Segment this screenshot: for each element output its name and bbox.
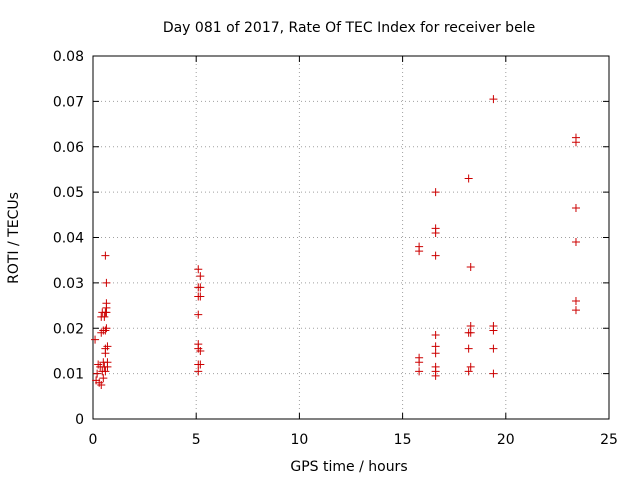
x-tick-label: 15	[394, 432, 412, 448]
grid-lines	[93, 56, 609, 419]
data-point	[571, 306, 580, 315]
data-point	[464, 174, 473, 183]
plot-frame	[92, 55, 610, 420]
data-point	[196, 346, 205, 355]
data-point	[571, 138, 580, 147]
data-point	[91, 335, 100, 344]
data-point	[99, 374, 108, 383]
y-tick-label: 0.06	[53, 140, 84, 156]
data-point	[196, 292, 205, 301]
data-point	[101, 367, 110, 376]
data-point	[466, 328, 475, 337]
data-point	[97, 328, 106, 337]
data-point	[431, 228, 440, 237]
data-point	[103, 342, 112, 351]
data-point	[101, 251, 110, 260]
x-axis-label: GPS time / hours	[290, 459, 407, 475]
x-tick-label: 20	[497, 432, 515, 448]
data-point	[571, 297, 580, 306]
x-tick-label: 10	[290, 432, 308, 448]
y-axis-label: ROTI / TECUs	[6, 192, 22, 284]
data-point	[489, 95, 498, 104]
y-tick-label: 0	[75, 412, 84, 428]
data-point	[431, 371, 440, 380]
y-tick-label: 0.01	[53, 367, 84, 383]
y-tick-label: 0.07	[53, 94, 84, 110]
data-point	[415, 247, 424, 256]
y-tick-label: 0.08	[53, 49, 84, 65]
data-point	[196, 283, 205, 292]
data-point	[102, 324, 111, 333]
data-point	[489, 326, 498, 335]
y-tick-label: 0.04	[53, 231, 84, 247]
x-tick-label: 25	[600, 432, 618, 448]
data-point	[466, 262, 475, 271]
data-point	[194, 310, 203, 319]
data-point	[571, 238, 580, 247]
data-point	[431, 349, 440, 358]
data-point	[196, 360, 205, 369]
data-point	[466, 362, 475, 371]
data-point	[431, 188, 440, 197]
data-point	[194, 344, 203, 353]
data-point	[102, 308, 111, 317]
x-tick-label: 0	[89, 432, 98, 448]
data-point	[93, 369, 102, 378]
data-point	[101, 326, 110, 335]
data-point	[103, 362, 112, 371]
data-point	[489, 344, 498, 353]
data-point	[431, 331, 440, 340]
data-point	[101, 349, 110, 358]
data-point	[466, 321, 475, 330]
chart-title: Day 081 of 2017, Rate Of TEC Index for r…	[163, 20, 535, 36]
data-point	[431, 251, 440, 260]
y-tick-label: 0.05	[53, 185, 84, 201]
data-point	[415, 367, 424, 376]
data-point	[489, 369, 498, 378]
data-point	[415, 358, 424, 367]
data-point	[100, 312, 109, 321]
y-tick-label: 0.02	[53, 321, 84, 337]
data-point	[94, 360, 103, 369]
data-point	[194, 367, 203, 376]
data-point	[464, 367, 473, 376]
y-tick-label: 0.03	[53, 276, 84, 292]
data-points	[91, 95, 580, 389]
data-point	[102, 278, 111, 287]
data-point	[194, 265, 203, 274]
data-point	[196, 272, 205, 281]
data-point	[97, 380, 106, 389]
axis-ticks: 0 0.01 0.02 0.03 0.04 0.05 0.06 0.07 0.08 0 5 10 15 2…	[53, 49, 618, 448]
x-tick-label: 5	[192, 432, 201, 448]
data-point	[464, 344, 473, 353]
data-point	[431, 342, 440, 351]
data-point	[571, 204, 580, 213]
